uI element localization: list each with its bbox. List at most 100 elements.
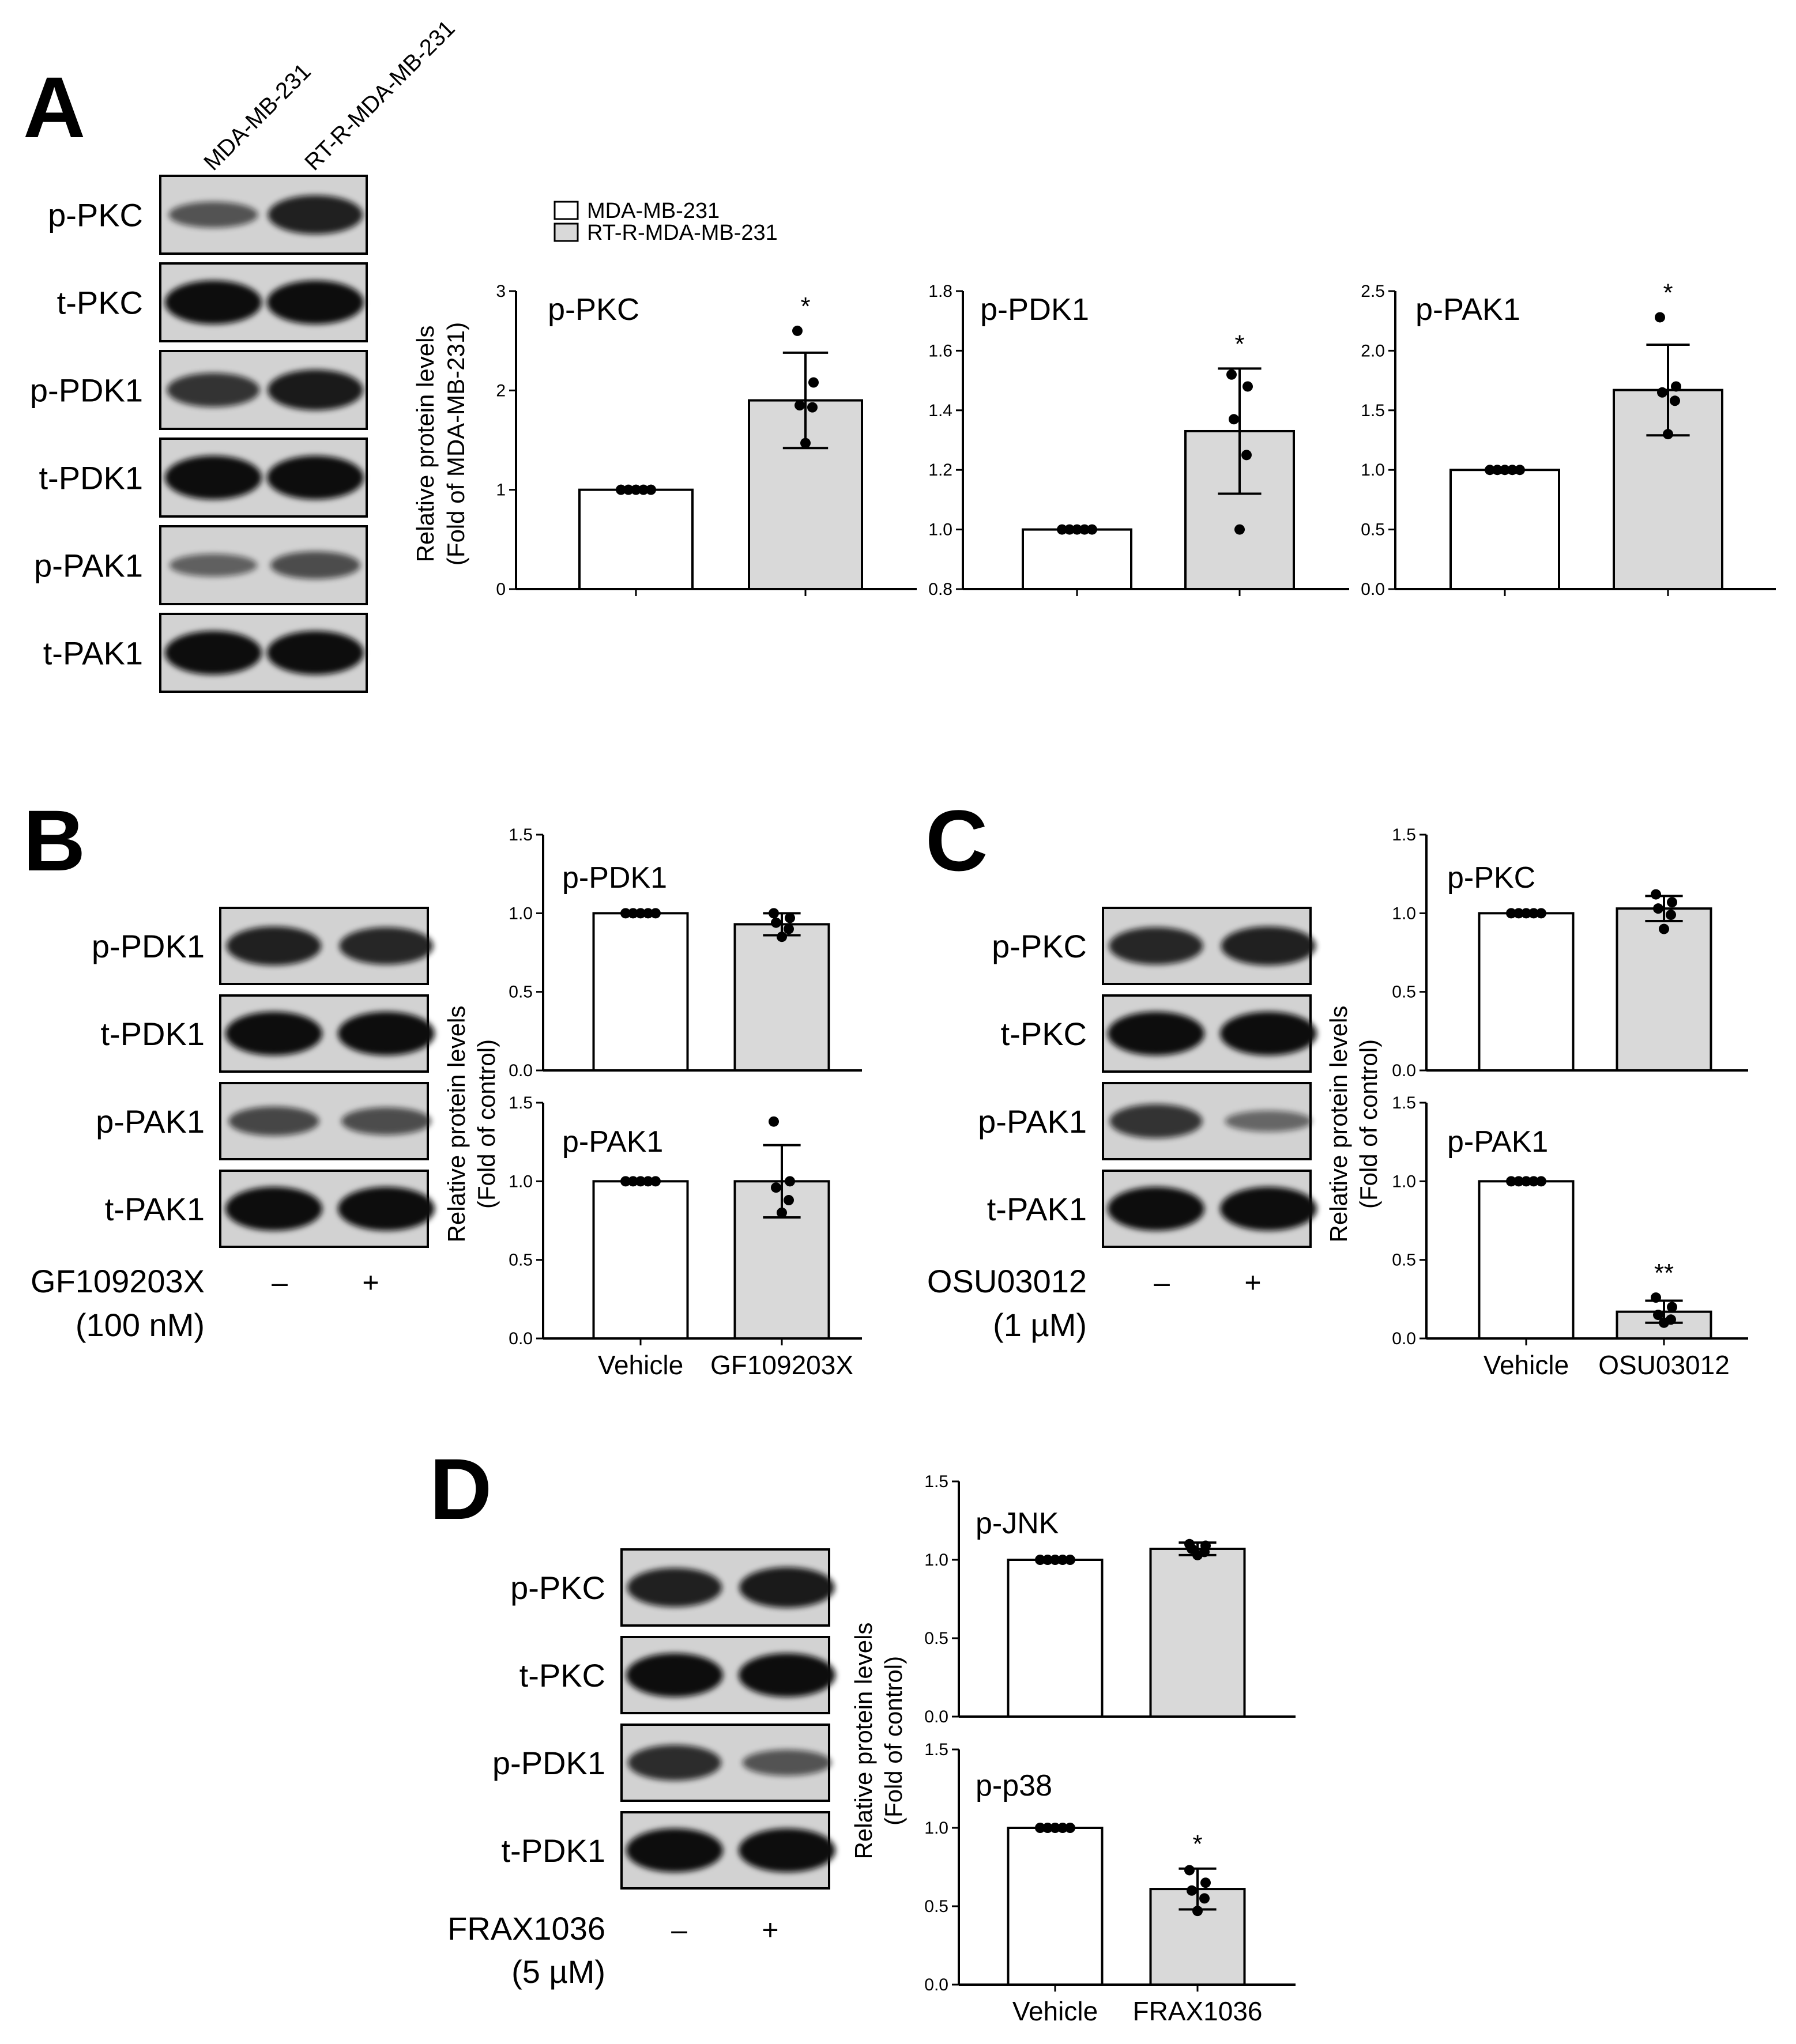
y-tick-label: 1.0: [1361, 461, 1385, 480]
data-point: [1667, 1302, 1677, 1313]
blot-strip-c-t-pak1: t-PAK1: [987, 1170, 1317, 1248]
blot-band-lane-1: [165, 280, 262, 325]
legend-swatch-control: [554, 201, 579, 220]
bar-control: [592, 1180, 689, 1340]
data-point: [1192, 1906, 1203, 1917]
significance-mark: **: [1654, 1259, 1674, 1287]
blot-label: p-PAK1: [96, 1103, 205, 1140]
chart-d2: * 0.0 0.5 1.0 1.5 Vehicle FRAX1036 p-p38: [924, 1740, 1296, 2026]
y-tick-label: 0.5: [1392, 983, 1416, 1002]
blot-band-lane-1: [1109, 1104, 1203, 1138]
y-tick-label: 1.4: [928, 401, 952, 420]
y-tick-label: 1.0: [1392, 904, 1416, 923]
data-point: [1657, 387, 1667, 398]
data-point: [628, 1176, 638, 1187]
y-tick-label: 3: [496, 282, 506, 301]
blot-band-lane-2: [1220, 1012, 1317, 1055]
blot-band-lane-1: [167, 372, 260, 408]
blot-label: t-PAK1: [105, 1191, 205, 1227]
data-point: [1651, 1292, 1661, 1303]
data-point: [771, 1182, 781, 1193]
chart-b1: 0.0 0.5 1.0 1.5 p-PDK1: [509, 825, 862, 1080]
blot-band-lane-2: [1221, 926, 1316, 966]
bar-treated: [1149, 1547, 1246, 1718]
data-point: [784, 923, 794, 934]
legend-label-control: MDA-MB-231: [587, 199, 720, 223]
data-point: [1187, 1885, 1197, 1896]
y-tick-label: 0.0: [1392, 1329, 1416, 1348]
treatment-c-line2: (1 µM): [993, 1307, 1087, 1343]
data-point: [1184, 1865, 1195, 1876]
blot-strip-a-p-pkc: p-PKC: [48, 175, 368, 255]
blot-label: t-PKC: [519, 1657, 605, 1694]
data-point: [1079, 524, 1090, 535]
lane-sign-d-minus: –: [671, 1914, 687, 1946]
y-tick-label: 1.0: [1392, 1172, 1416, 1191]
y-tick-label: 0.5: [1361, 521, 1385, 540]
chart-title: p-PAK1: [1415, 292, 1520, 327]
data-point: [1492, 465, 1503, 476]
ylabel-c-line2: (Fold of control): [1355, 1039, 1382, 1209]
data-point: [1666, 910, 1676, 921]
data-point: [777, 932, 787, 942]
blot-label: p-PKC: [510, 1570, 605, 1606]
data-point: [1199, 1893, 1210, 1904]
y-tick-label: 0.0: [924, 1707, 948, 1726]
significance-mark: *: [1234, 330, 1244, 358]
data-point: [1513, 908, 1524, 919]
blot-label: t-PDK1: [39, 460, 144, 496]
data-point: [808, 377, 819, 388]
blot-band-lane-1: [1108, 1187, 1204, 1231]
data-point: [1536, 1176, 1546, 1187]
data-point: [1087, 524, 1097, 535]
y-tick-label: 0.5: [924, 1897, 948, 1916]
data-point: [800, 438, 811, 448]
data-point: [650, 1176, 661, 1187]
significance-mark: *: [1192, 1830, 1202, 1858]
y-tick-label: 1.5: [509, 1093, 533, 1112]
blot-band-lane-1: [225, 1187, 322, 1231]
blot-band-lane-2: [267, 455, 364, 500]
panel-letter-c: C: [925, 792, 988, 889]
y-tick-label: 1.0: [509, 1172, 533, 1191]
data-point: [807, 402, 818, 413]
blot-band-lane-2: [739, 1567, 835, 1608]
data-point: [631, 484, 641, 495]
data-point: [792, 325, 803, 336]
blot-band-lane-2: [270, 551, 360, 579]
treatment-b-line1: GF109203X: [31, 1263, 205, 1299]
ylabel-b-line2: (Fold of control): [473, 1039, 500, 1209]
data-point: [638, 484, 649, 495]
blot-band-lane-2: [338, 1012, 435, 1055]
data-point: [1655, 312, 1665, 323]
data-point: [1507, 465, 1518, 476]
data-point: [650, 908, 661, 919]
y-tick-label: 0.5: [1392, 1251, 1416, 1270]
blot-band-lane-2: [1225, 1110, 1312, 1132]
blot-label: t-PAK1: [987, 1191, 1087, 1227]
lane-sign-b-plus: +: [362, 1266, 379, 1299]
blot-band-lane-2: [268, 195, 363, 235]
y-tick-label: 2.0: [1361, 341, 1385, 360]
data-point: [1528, 908, 1539, 919]
chart-title: p-PDK1: [980, 292, 1089, 327]
y-tick-label: 2.5: [1361, 282, 1385, 301]
significance-mark: *: [800, 292, 810, 320]
data-point: [635, 1176, 646, 1187]
blot-label: p-PDK1: [92, 928, 205, 964]
data-point: [777, 1207, 787, 1218]
y-tick-label: 1.5: [1392, 825, 1416, 844]
blot-strip-c-p-pkc: p-PKC: [992, 907, 1316, 985]
blot-label: t-PDK1: [101, 1016, 205, 1052]
legend-label-treated: RT-R-MDA-MB-231: [587, 221, 778, 245]
blot-band-lane-1: [626, 1653, 723, 1697]
data-point: [1659, 923, 1669, 934]
blot-band-lane-1: [165, 631, 262, 675]
panel-letter-b: B: [23, 792, 85, 889]
data-point: [1536, 908, 1546, 919]
blot-band-lane-2: [1220, 1187, 1317, 1231]
data-point: [784, 1195, 794, 1206]
legend-swatch-treated: [554, 222, 579, 242]
data-point: [1042, 1823, 1053, 1833]
